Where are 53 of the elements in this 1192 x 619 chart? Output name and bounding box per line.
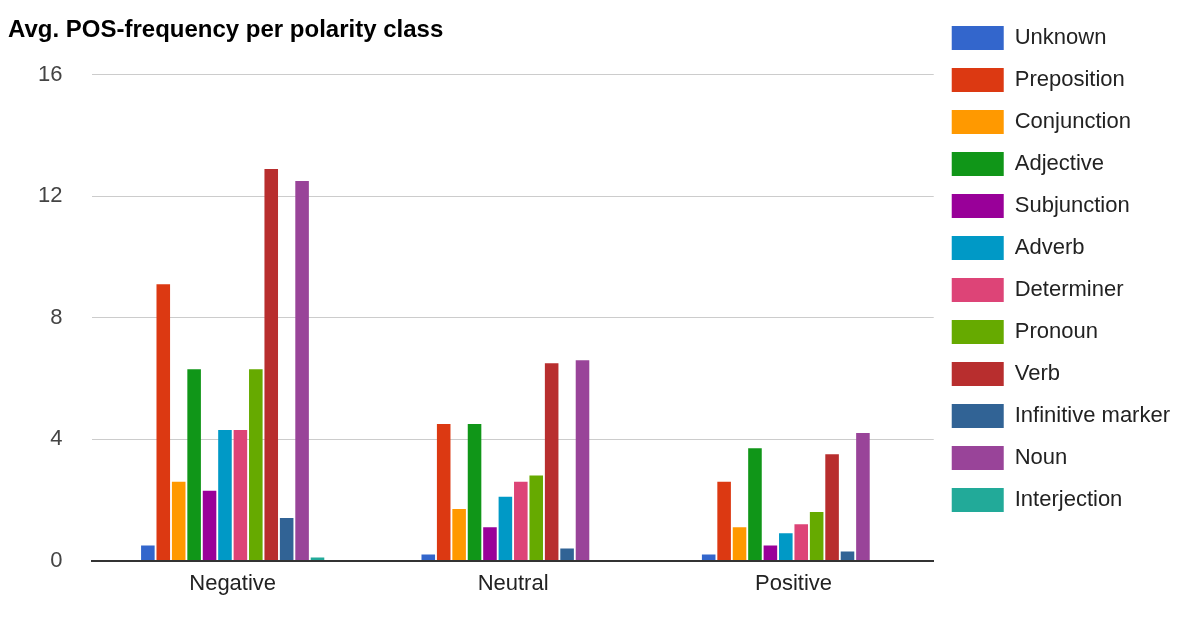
legend-label: Pronoun xyxy=(1014,318,1098,344)
bar xyxy=(560,548,574,561)
bar xyxy=(467,423,482,561)
bar xyxy=(452,508,466,561)
legend-label: Verb xyxy=(1014,360,1060,386)
bar xyxy=(498,496,513,561)
bar xyxy=(279,518,294,561)
legend-label: Adverb xyxy=(1014,234,1085,260)
legend-label: Conjunction xyxy=(1014,108,1131,134)
y-tick-label: 8 xyxy=(50,303,63,329)
bar xyxy=(794,524,809,561)
bar xyxy=(202,490,217,561)
x-tick-label: Positive xyxy=(755,569,833,595)
x-tick-label: Negative xyxy=(189,569,277,595)
bar xyxy=(809,512,824,561)
bar xyxy=(840,551,855,561)
legend-label: Subjunction xyxy=(1014,192,1130,218)
legend-label: Infinitive marker xyxy=(1014,402,1171,428)
bar xyxy=(187,369,201,561)
legend-label: Noun xyxy=(1014,444,1068,470)
bar xyxy=(825,454,839,561)
bar xyxy=(141,545,155,561)
bar xyxy=(436,423,451,561)
bar xyxy=(421,554,436,561)
bar xyxy=(856,433,870,561)
bar xyxy=(763,545,778,561)
legend-label: Unknown xyxy=(1014,24,1107,50)
bar xyxy=(544,363,559,561)
bar xyxy=(732,527,747,561)
y-tick-label: 12 xyxy=(37,182,63,208)
bar xyxy=(233,430,248,561)
bar xyxy=(483,527,497,561)
bar xyxy=(529,475,544,561)
bar xyxy=(514,481,528,561)
legend-label: Determiner xyxy=(1014,276,1124,302)
legend-label: Interjection xyxy=(1014,486,1123,512)
y-tick-label: 4 xyxy=(50,425,63,451)
bar xyxy=(249,369,263,561)
x-tick-label: Neutral xyxy=(477,569,549,595)
legend-label: Preposition xyxy=(1014,66,1125,92)
chart-title: Avg. POS-frequency per polarity class xyxy=(8,15,444,43)
bar xyxy=(779,533,793,561)
bar xyxy=(717,481,731,561)
bar xyxy=(575,360,590,561)
y-tick-label: 16 xyxy=(37,60,63,86)
y-tick-label: 0 xyxy=(50,546,63,572)
bar xyxy=(748,448,762,561)
bar xyxy=(218,430,232,561)
bar xyxy=(171,481,186,561)
bar xyxy=(156,284,171,561)
legend-label: Adjective xyxy=(1014,150,1105,176)
bar xyxy=(295,181,309,561)
bar xyxy=(264,168,279,561)
